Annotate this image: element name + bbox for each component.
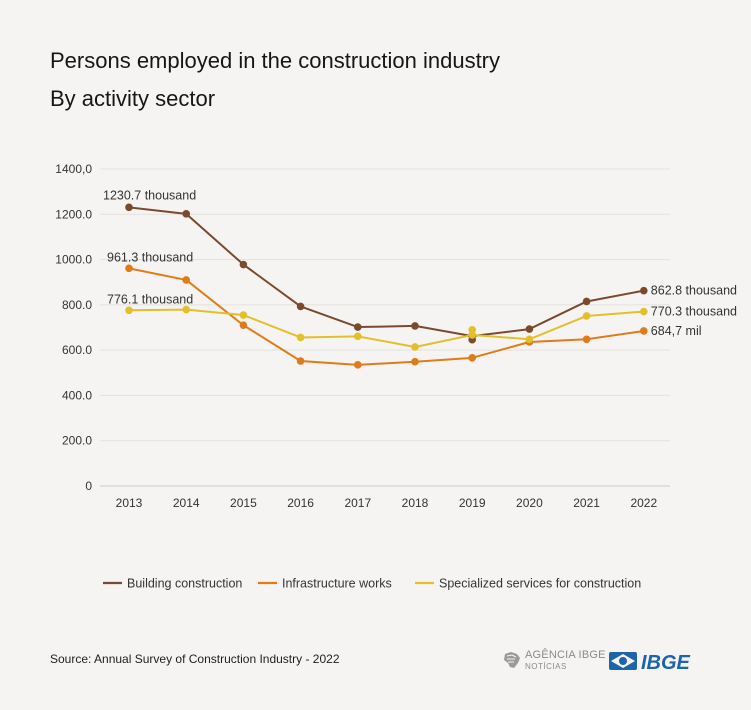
data-point (239, 311, 248, 319)
data-point (239, 321, 248, 330)
x-tick-label: 2021 (573, 496, 600, 510)
x-tick-label: 2018 (402, 496, 429, 510)
series-line (128, 206, 644, 338)
legend-label: Infrastructure works (282, 577, 392, 591)
x-tick-label: 2019 (459, 496, 486, 510)
data-point (582, 335, 591, 344)
brazil-map-icon (504, 652, 520, 668)
end-value-label: 684,7 mil (651, 324, 702, 338)
data-point (640, 307, 648, 316)
end-value-label: 862.8 thousand (651, 284, 737, 298)
ibge-logo-text: IBGE (641, 652, 691, 674)
data-point (296, 302, 305, 311)
start-value-label: 776.1 thousand (107, 292, 193, 306)
x-tick-label: 2015 (230, 496, 257, 510)
data-point (468, 331, 477, 339)
data-point (525, 325, 534, 333)
data-point (354, 361, 362, 369)
data-point (182, 305, 190, 314)
y-tick-label: 800.0 (62, 298, 92, 312)
y-tick-label: 1000.0 (55, 253, 92, 267)
y-tick-label: 1200.0 (55, 207, 92, 221)
y-tick-label: 0 (85, 479, 92, 493)
series-line (128, 267, 644, 366)
data-point (125, 264, 133, 273)
x-tick-label: 2014 (173, 496, 200, 510)
data-point (239, 260, 248, 269)
chart-title: Persons employed in the construction ind… (50, 48, 501, 73)
data-point (468, 325, 477, 334)
data-point (354, 332, 362, 341)
start-value-label: 1230.7 thousand (103, 188, 196, 202)
data-point (296, 333, 305, 342)
start-value-label: 961.3 thousand (107, 250, 193, 264)
chart-subtitle: By activity sector (50, 86, 216, 111)
data-point (582, 312, 591, 320)
data-point (411, 343, 419, 351)
ibge-emblem-icon (609, 652, 637, 670)
end-value-label: 770.3 thousand (651, 305, 737, 319)
y-tick-label: 200.0 (62, 434, 92, 448)
data-point (125, 203, 133, 212)
agencia-logo-text: AGÊNCIA IBGE (525, 649, 606, 661)
source-note: Source: Annual Survey of Construction In… (50, 652, 340, 666)
legend-label: Specialized services for construction (439, 577, 641, 591)
agencia-logo-subtext: NOTÍCIAS (525, 662, 567, 671)
x-tick-label: 2013 (116, 496, 143, 510)
y-tick-label: 600.0 (62, 343, 92, 357)
x-tick-label: 2017 (344, 496, 371, 510)
data-point (525, 335, 534, 344)
legend-label: Building construction (127, 577, 242, 591)
data-point (468, 354, 477, 362)
data-point (640, 286, 648, 295)
agencia-ibge-logo: AGÊNCIA IBGE NOTÍCIAS (502, 647, 605, 675)
x-tick-label: 2022 (630, 496, 657, 510)
data-point (582, 297, 591, 306)
data-point (354, 323, 362, 331)
data-point (182, 276, 190, 284)
data-point (411, 322, 419, 330)
x-tick-label: 2016 (287, 496, 314, 510)
y-tick-label: 400.0 (62, 388, 92, 402)
data-point (411, 357, 419, 366)
data-point (296, 357, 305, 365)
data-point (640, 327, 648, 335)
y-tick-label: 1400,0 (55, 162, 92, 176)
series-line (128, 308, 644, 348)
x-tick-label: 2020 (516, 496, 543, 510)
ibge-logo: IBGE (609, 652, 691, 674)
data-point (182, 210, 190, 218)
data-point (125, 306, 133, 315)
